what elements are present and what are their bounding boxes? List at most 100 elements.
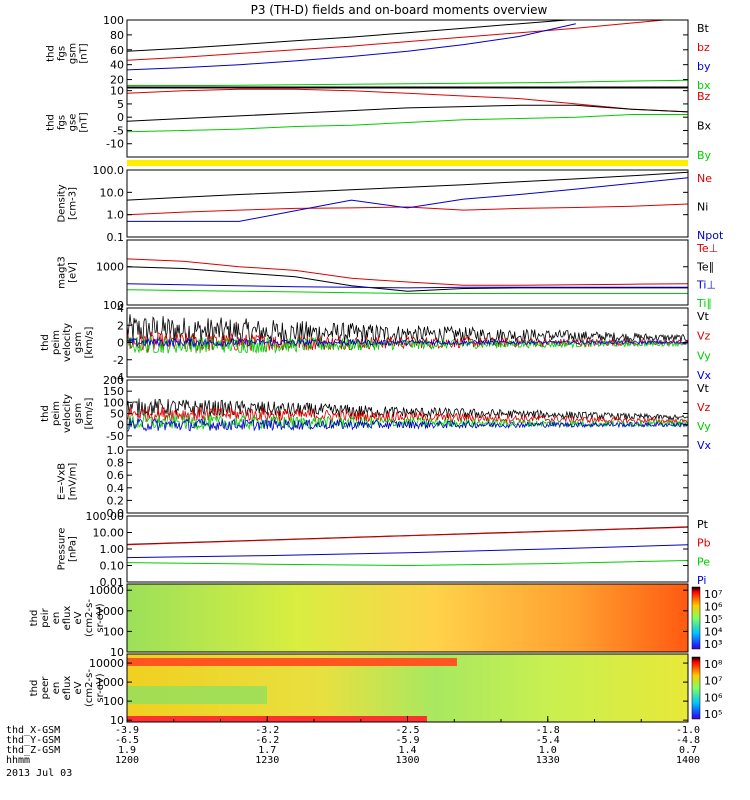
series-temperature-Te∥: [127, 266, 688, 292]
xaxis-value: 1200: [115, 755, 139, 766]
xaxis-value: -5.4: [536, 735, 560, 746]
ylabel-line: E=-VxB: [57, 463, 68, 500]
series-temperature-Ti∥: [127, 289, 688, 294]
ylabel-line: [km/s]: [84, 397, 95, 429]
series-temperature-Te⊥: [127, 258, 688, 286]
ylabel-line: eflux: [62, 606, 73, 631]
ytick-label: 100: [103, 299, 124, 312]
ytick-label: -5: [113, 124, 124, 137]
ytick-label: 20: [110, 74, 124, 87]
series-fgs_mag-by: [127, 23, 576, 71]
panel-frame: [126, 583, 689, 653]
ylabel-line: en: [51, 682, 62, 695]
ytick-label: 0: [117, 337, 124, 350]
heatmap-region: [127, 686, 267, 704]
legend-Vt: Vt: [697, 382, 710, 395]
legend-By: By: [697, 149, 712, 162]
series-pressure-Pi: [127, 544, 688, 559]
ytick-label: 0.4: [107, 482, 125, 495]
x-axis-group: thd_X-GSM -3.9 -3.2 -2.5 -1.8 -1.0 thd_Y-GSM -6…: [6, 716, 700, 779]
ytick-label: 5: [117, 98, 124, 111]
ytick-label: 100: [103, 14, 124, 27]
ylabel-line: gse: [68, 114, 79, 132]
series-fgs_dsl-Bz: [127, 88, 688, 113]
panel-frame: [126, 449, 689, 514]
figure-title: P3 (TH-D) fields and on-board moments ov…: [251, 3, 548, 17]
legend-Ni: Ni: [697, 201, 708, 214]
ytick-label: 100.0: [93, 164, 125, 177]
colorbar-label: 10⁸: [704, 658, 723, 671]
ylabel-line: peim: [51, 401, 62, 426]
legend-Pi: Pi: [697, 574, 706, 587]
ylabel-line: gsm: [73, 403, 84, 424]
series-pressure-Pb: [127, 526, 688, 546]
ylabel-line: sr-eV): [95, 603, 106, 632]
legend-Ti⊥: Ti⊥: [696, 279, 716, 292]
xaxis-value: 1.0: [539, 745, 557, 756]
ytick-label: 40: [110, 59, 124, 72]
ytick-label: 100: [103, 396, 124, 409]
ylabel-line: gsm: [68, 43, 79, 64]
colorbar-label: 10⁷: [704, 675, 722, 688]
legend-Pe: Pe: [697, 555, 710, 568]
ytick-label: 1.0: [107, 209, 125, 222]
ytick-label: 1000: [96, 605, 124, 618]
legend-bx: bx: [697, 79, 711, 92]
xaxis-value: -3.9: [115, 725, 139, 736]
xaxis-value: -3.2: [255, 725, 279, 736]
ytick-label: 10: [110, 714, 124, 727]
ytick-label: 50: [110, 408, 124, 421]
ytick-label: 80: [110, 29, 124, 42]
ytick-label: 200: [103, 374, 124, 387]
xaxis-value: 1.9: [118, 745, 136, 756]
panel-pressure: Pt Pb Pe Pi 100.00 10.00 1.00 0.10 0.01 Pressure[…: [57, 510, 711, 589]
xaxis-value: 1400: [676, 755, 700, 766]
panel-peer_eflux: 10⁸ 10⁷ 10⁶ 10⁵ 10000 1000 100 10 thd peer en eflux…: [29, 653, 723, 727]
ytick-label: 1.00: [100, 543, 125, 556]
legend-Te∥: Te∥: [696, 260, 714, 273]
xaxis-value: 1330: [536, 755, 560, 766]
ylabel-line: sr-eV): [95, 673, 106, 702]
ylabel-line: thd: [46, 114, 57, 131]
ytick-label: -4: [113, 371, 124, 384]
ytick-label: 100: [103, 695, 124, 708]
ytick-label: 10000: [89, 657, 124, 670]
xaxis-row-label: thd_Y-GSM: [6, 735, 60, 746]
legend-Pt: Pt: [697, 518, 709, 531]
colorbar-peer_eflux: [691, 656, 701, 720]
xaxis-row-label: hhmm: [6, 755, 30, 766]
ytick-label: 0.6: [107, 469, 125, 482]
xaxis-value: 1300: [395, 755, 419, 766]
ylabel-line: [nPa]: [68, 536, 79, 562]
series-fgs_mag-bz: [127, 20, 670, 61]
ytick-label: 100.00: [86, 510, 125, 523]
legend-Vy: Vy: [697, 349, 711, 362]
panel-density: Ne Ni Npot 100.0 10.0 1.0 0.1 Density [cm-3]: [57, 164, 724, 244]
panel-frame: [126, 19, 689, 88]
ylabel-line: fgs: [57, 46, 68, 61]
ytick-label: 10: [110, 646, 124, 659]
xaxis-row-label: thd_X-GSM: [6, 725, 60, 736]
ylabel-line: (cm2-s-: [84, 669, 95, 707]
series-fgs_mag-bx: [127, 79, 688, 86]
panel-frame: [126, 515, 689, 583]
xaxis-value: -1.8: [536, 725, 560, 736]
colorbar-label: 10⁵: [704, 708, 722, 721]
series-fgs_mag-Bt: [127, 20, 574, 52]
ytick-label: -50: [106, 430, 124, 443]
legend-Bz: Bz: [697, 90, 711, 103]
ylabel-line: fgs: [57, 115, 68, 130]
ylabel-line: velocity: [62, 323, 73, 362]
panel-frame: [126, 87, 689, 158]
ytick-label: 10.00: [93, 527, 125, 540]
ytick-label: 150: [103, 385, 124, 398]
series-pressure-Pe: [127, 560, 688, 567]
xaxis-value: -4.8: [676, 735, 700, 746]
ytick-label: 0.01: [100, 576, 125, 589]
ytick-label: 4: [117, 302, 124, 315]
ytick-label: -10: [106, 138, 124, 151]
panel-frame: [126, 169, 689, 238]
ylabel-line: eV: [73, 681, 84, 694]
